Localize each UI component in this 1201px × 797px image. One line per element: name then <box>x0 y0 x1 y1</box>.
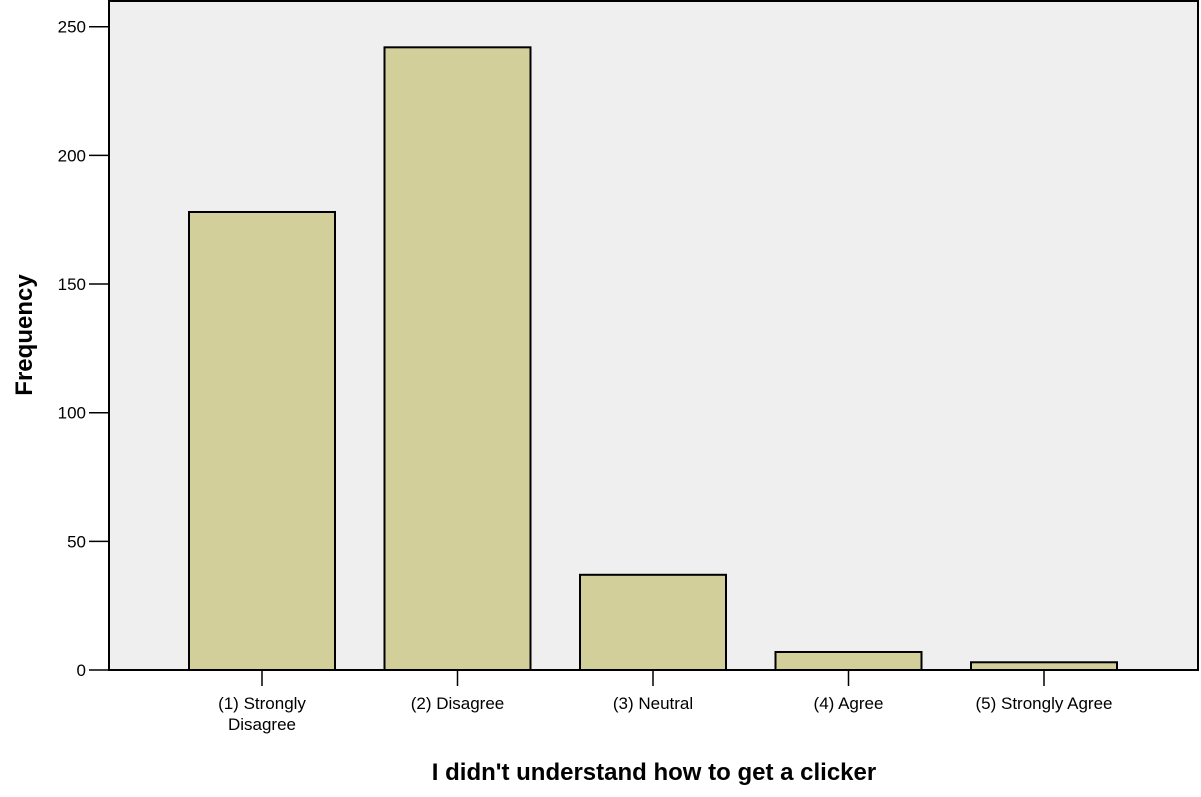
x-tick-label-line: (4) Agree <box>814 694 884 713</box>
x-tick-label-line: (3) Neutral <box>613 694 693 713</box>
bars-group <box>188 46 1118 672</box>
x-tick-label-line: (5) Strongly Agree <box>975 694 1112 713</box>
bar <box>579 573 727 671</box>
y-tick-label: 250 <box>58 18 86 37</box>
x-tick-label: (2) Disagree <box>411 694 505 713</box>
x-axis-title: I didn't understand how to get a clicker <box>432 759 876 786</box>
x-tick-label-line: (1) Strongly <box>218 694 306 713</box>
y-axis-title: Frequency <box>11 274 38 396</box>
x-tick-label: (1) Strongly Disagree <box>218 694 306 734</box>
x-tick-label: (4) Agree <box>814 694 884 713</box>
y-tick-label: 0 <box>77 661 86 680</box>
bar <box>188 210 336 671</box>
y-axis: 0 50 100 150 200 250 <box>58 1 110 680</box>
x-axis: (1) Strongly Disagree (2) Disagree (3) Neut… <box>109 669 1198 734</box>
y-tick-label: 100 <box>58 404 86 423</box>
y-tick-label: 200 <box>58 146 86 165</box>
x-tick-label: (3) Neutral <box>613 694 693 713</box>
x-tick-label-line: Disagree <box>228 715 296 734</box>
x-tick-label-line: (2) Disagree <box>411 694 505 713</box>
bar <box>970 661 1118 671</box>
bar <box>774 650 923 672</box>
bar <box>383 46 532 672</box>
y-tick-label: 50 <box>67 532 86 551</box>
x-tick-label: (5) Strongly Agree <box>975 694 1112 713</box>
y-tick-label: 150 <box>58 275 86 294</box>
